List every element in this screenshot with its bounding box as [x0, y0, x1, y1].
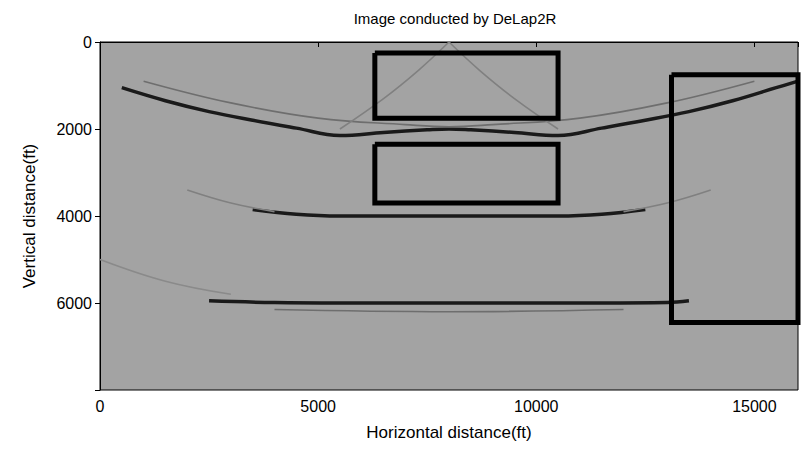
svg-text:Horizontal distance(ft): Horizontal distance(ft) — [366, 423, 531, 442]
svg-text:Image conducted by DeLap2R: Image conducted by DeLap2R — [354, 10, 557, 27]
svg-text:6000: 6000 — [56, 295, 92, 312]
svg-text:0: 0 — [96, 398, 105, 415]
svg-text:0: 0 — [83, 34, 92, 51]
svg-text:10000: 10000 — [514, 398, 559, 415]
svg-text:Vertical distance(ft): Vertical distance(ft) — [20, 144, 39, 289]
svg-text:2000: 2000 — [56, 121, 92, 138]
svg-text:15000: 15000 — [732, 398, 777, 415]
svg-text:4000: 4000 — [56, 208, 92, 225]
svg-text:5000: 5000 — [300, 398, 336, 415]
